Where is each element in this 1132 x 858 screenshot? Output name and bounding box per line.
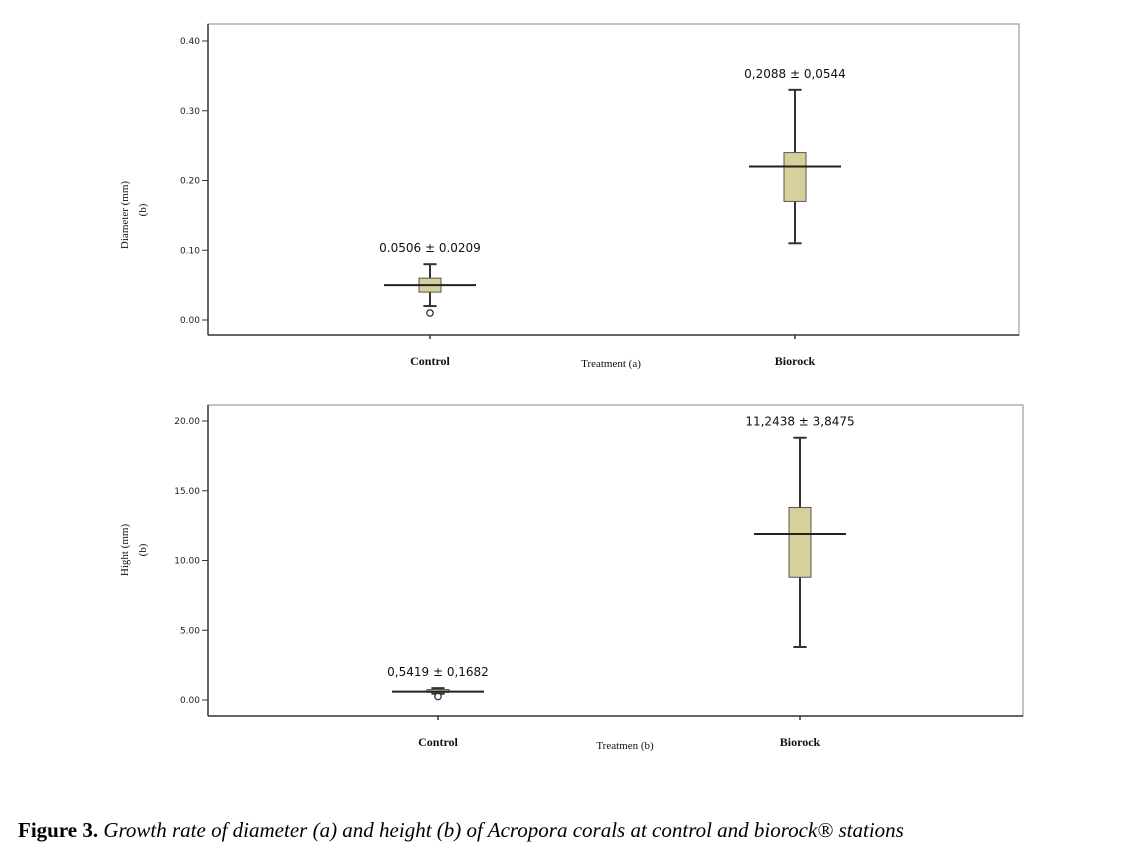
category-label: Biorock (780, 735, 821, 749)
mean-sd-label: 11,2438 ± 3,8475 (745, 415, 854, 429)
category-label: Control (410, 354, 450, 368)
boxes: 0,5419 ± 0,1682 11,2438 ± 3,8475 (387, 415, 855, 701)
category-labels: Control Biorock (418, 716, 821, 749)
y-tick-label: 0.20 (180, 177, 200, 187)
mean-sd-label: 0,2088 ± 0,0544 (744, 67, 846, 81)
box-iqr (783, 152, 807, 202)
figure-caption-text: Growth rate of diameter (a) and height (… (103, 818, 904, 842)
boxes: 0.0506 ± 0.0209 0,2088 ± 0,0544 (379, 67, 846, 317)
y-tick-label: 0.00 (180, 316, 200, 326)
y-axis-title: Hight (mm) (119, 524, 131, 577)
chart-panel-height: 0.00 5.00 10.00 15.00 20.00 0,5419 ± 0,1682 1… (119, 404, 1024, 752)
box-iqr (788, 506, 812, 578)
category-label: Control (418, 735, 458, 749)
y-axis-subtitle: (b) (137, 203, 149, 216)
chart-panel-diameter: 0.00 0.10 0.20 0.30 0.40 0.0506 ± 0.0209 0,20… (119, 23, 1020, 370)
plot-frame (207, 404, 1024, 717)
mean-sd-label: 0,5419 ± 0,1682 (387, 665, 489, 679)
outlier-point (434, 692, 442, 701)
category-labels: Control Biorock (410, 335, 816, 368)
y-ticks: 0.00 5.00 10.00 15.00 20.00 (174, 417, 208, 706)
figure-caption: Figure 3. Growth rate of diameter (a) an… (18, 818, 1128, 843)
y-tick-label: 20.00 (174, 417, 200, 427)
y-tick-label: 0.40 (180, 37, 200, 47)
y-tick-label: 0.00 (180, 696, 200, 706)
x-axis-title: Treatmen (b) (596, 740, 654, 752)
outlier-point (426, 309, 434, 317)
category-label: Biorock (775, 354, 816, 368)
y-tick-label: 15.00 (174, 487, 200, 497)
y-tick-label: 5.00 (180, 626, 200, 636)
mean-sd-label: 0.0506 ± 0.0209 (379, 241, 481, 255)
y-axis-subtitle: (b) (137, 543, 149, 556)
y-axis-title: Diameter (mm) (119, 181, 131, 249)
x-axis-title: Treatment (a) (581, 358, 641, 370)
plot-frame (207, 23, 1020, 336)
y-ticks: 0.00 0.10 0.20 0.30 0.40 (180, 37, 208, 326)
y-tick-label: 0.10 (180, 246, 200, 256)
figure-number: Figure 3. (18, 818, 99, 842)
y-tick-label: 10.00 (174, 557, 200, 567)
y-tick-label: 0.30 (180, 107, 200, 117)
